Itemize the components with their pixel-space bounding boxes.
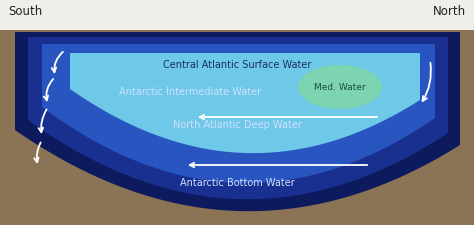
Polygon shape [15, 32, 460, 211]
Polygon shape [298, 65, 382, 109]
Polygon shape [70, 53, 420, 153]
Text: Antarctic Bottom Water: Antarctic Bottom Water [180, 178, 294, 188]
Text: Central Atlantic Surface Water: Central Atlantic Surface Water [163, 60, 311, 70]
Text: North Atlantic Deep Water: North Atlantic Deep Water [173, 120, 301, 130]
Polygon shape [28, 37, 448, 199]
Text: South: South [8, 5, 42, 18]
Text: Med. Water: Med. Water [314, 83, 366, 92]
Polygon shape [42, 44, 435, 183]
Text: Antarctic Intermediate Water: Antarctic Intermediate Water [119, 87, 261, 97]
Text: North: North [433, 5, 466, 18]
Bar [0, 0, 474, 30]
